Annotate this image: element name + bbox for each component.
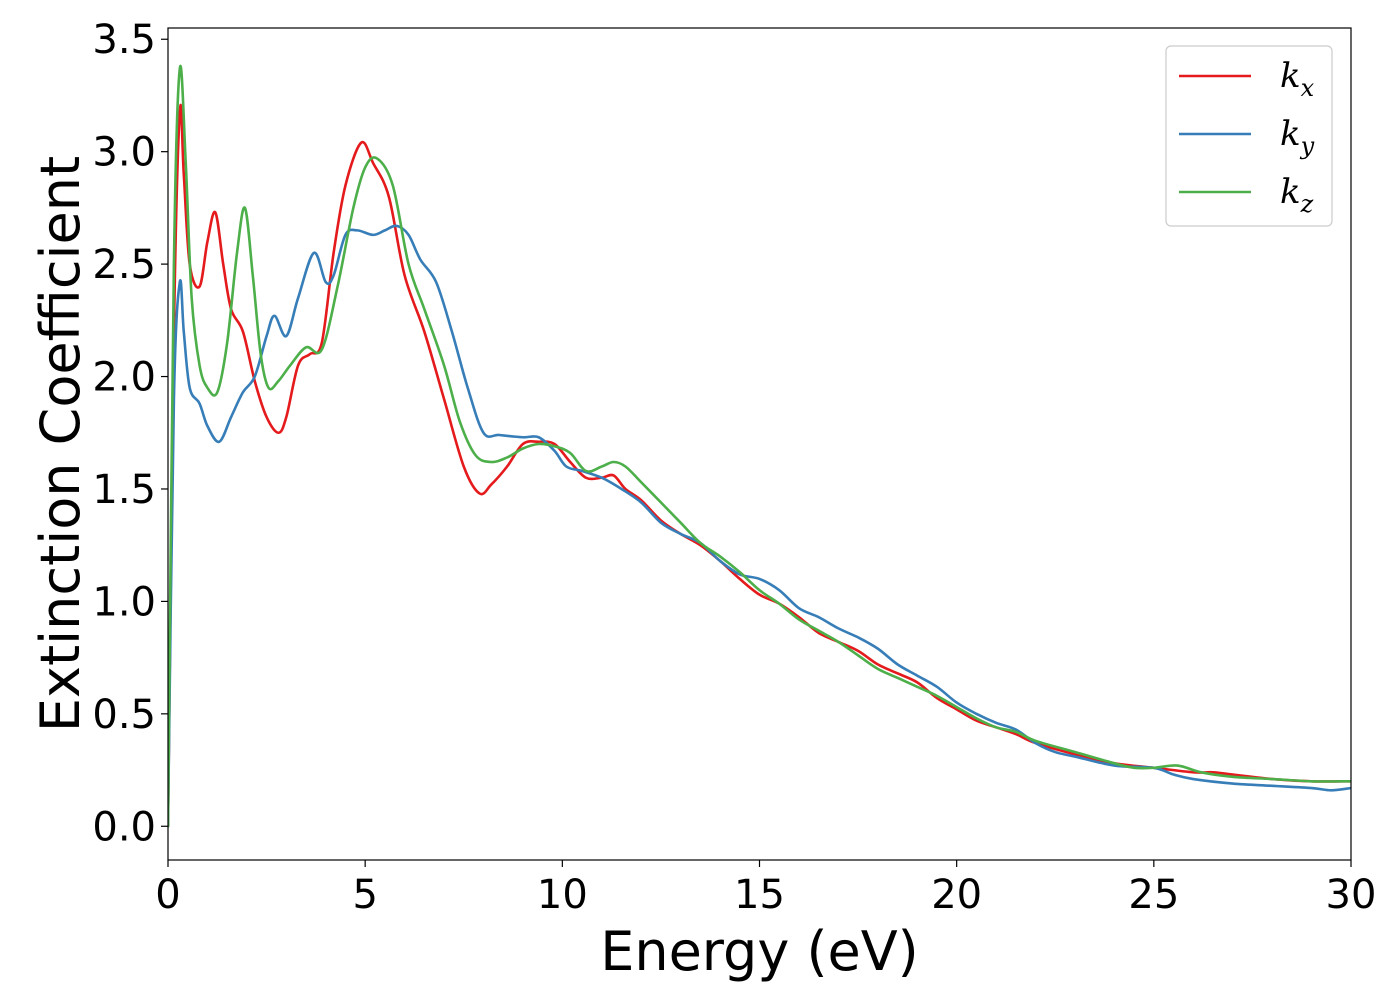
series-group [168, 64, 1351, 828]
y-tick-label: 1.5 [92, 467, 156, 513]
y-tick-label: 1.0 [92, 579, 156, 625]
x-axis: 0 5 10 15 20 25 30 [155, 860, 1376, 918]
legend-label-subscript: y [1300, 132, 1315, 160]
legend-label-main: k [1280, 114, 1301, 154]
legend-label-main: k [1280, 56, 1301, 96]
y-tick-label: 2.0 [92, 355, 156, 401]
legend-label-subscript: z [1300, 190, 1314, 218]
x-tick-label: 0 [155, 872, 180, 918]
legend-label-subscript: x [1301, 74, 1315, 102]
y-tick-label: 0.5 [92, 692, 156, 738]
legend-label-k-y: ky [1280, 114, 1315, 160]
x-tick-label: 15 [734, 872, 785, 918]
legend-box [1165, 45, 1333, 227]
x-tick-label: 5 [352, 872, 377, 918]
legend-label-k-z: kz [1280, 172, 1314, 218]
x-tick-label: 25 [1128, 872, 1179, 918]
x-tick-label: 10 [537, 872, 588, 918]
x-tick-label: 30 [1326, 872, 1377, 918]
plot-area: 0 5 10 15 20 25 30 0.0 0.5 1.0 1.5 2.0 2.5 3.0 3.5 [92, 17, 1376, 918]
legend-label-k-x: kx [1280, 56, 1315, 102]
y-axis-label: Extinction Coefficient [29, 156, 92, 732]
y-tick-label: 3.0 [92, 130, 156, 176]
legend-label-main: k [1280, 172, 1301, 212]
y-tick-label: 3.5 [92, 17, 156, 63]
y-tick-label: 0.0 [92, 804, 156, 850]
x-axis-label: Energy (eV) [600, 920, 919, 983]
y-tick-label: 2.5 [92, 242, 156, 288]
x-tick-label: 20 [931, 872, 982, 918]
series-line-k-z [168, 64, 1351, 828]
y-axis: 0.0 0.5 1.0 1.5 2.0 2.5 3.0 3.5 [92, 17, 168, 850]
